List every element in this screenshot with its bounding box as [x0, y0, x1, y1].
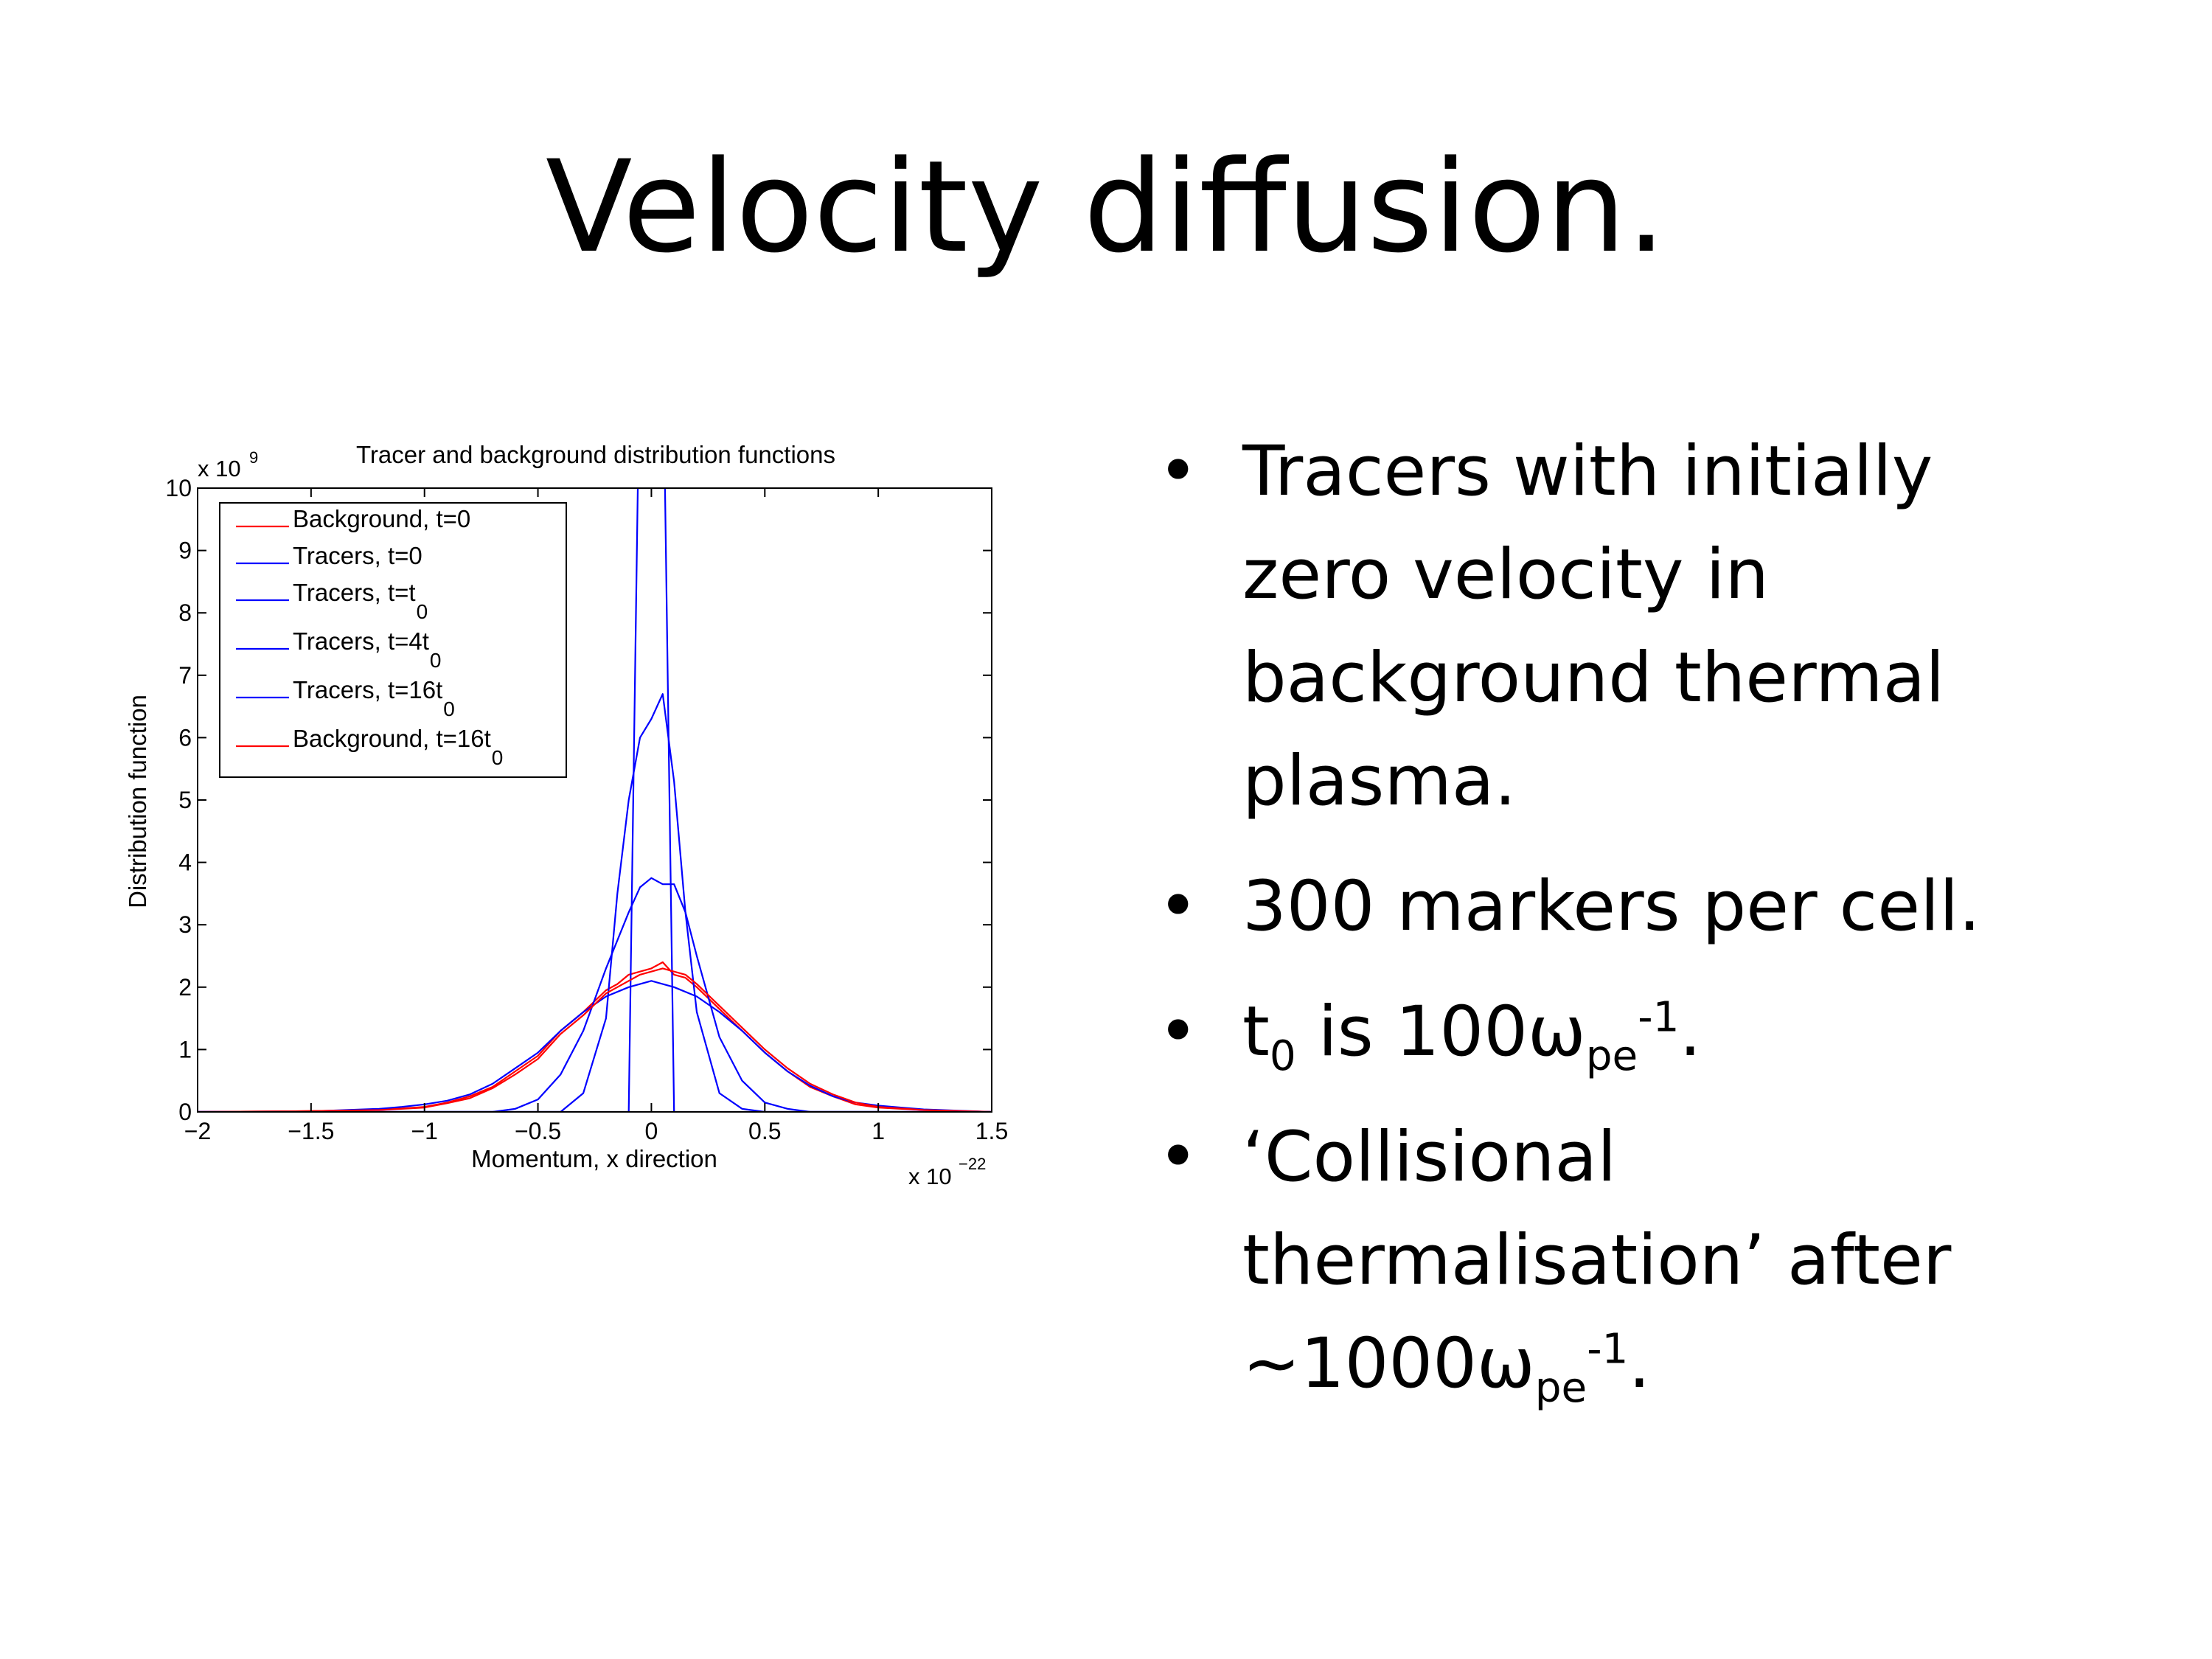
x-tick-label: −1: [411, 1118, 437, 1144]
y-multiplier-exponent: 9: [249, 448, 258, 467]
legend-label-1: Tracers, t=0: [293, 542, 422, 569]
x-tick-label: −1.5: [288, 1118, 334, 1144]
series-group: [198, 488, 992, 1112]
bullet-text: .: [1679, 992, 1702, 1072]
series-line-3: [198, 877, 992, 1112]
y-tick-label: 6: [178, 724, 192, 751]
y-tick-label: 3: [178, 911, 192, 938]
x-multiplier-label: x 10: [908, 1164, 952, 1189]
bullet-text: -1: [1638, 993, 1680, 1042]
y-tick-label: 4: [178, 849, 192, 876]
bullet-item: • 300 markers per cell.: [1158, 855, 2087, 959]
y-tick-label: 10: [165, 475, 192, 501]
y-tick-label: 9: [178, 538, 192, 564]
legend-label-0: Background, t=0: [293, 505, 470, 532]
bullet-dot-icon: •: [1158, 866, 1199, 947]
series-line-1: [198, 488, 992, 1112]
legend-subscript-3: 0: [430, 649, 442, 672]
bullet-item: • t0 is 100ωpe-1.: [1158, 981, 2087, 1084]
bullet-text: is 100ω: [1295, 992, 1586, 1072]
x-tick-label: −0.5: [515, 1118, 561, 1144]
legend-subscript-2: 0: [417, 600, 428, 623]
bullet-text: 300 markers per cell.: [1242, 866, 1981, 947]
y-tick-label: 8: [178, 599, 192, 626]
bullet-list: • Tracers with initially zero velocity in…: [1158, 420, 2087, 1438]
bullet-text: -1: [1587, 1325, 1629, 1374]
bullet-text: Tracers with initially zero velocity in …: [1242, 431, 1945, 821]
x-tick-label: 1.5: [975, 1118, 1008, 1144]
y-tick-label: 7: [178, 662, 192, 689]
plot-area: [198, 488, 992, 1112]
legend-subscript-4: 0: [443, 698, 455, 720]
slide-title: Velocity diffusion.: [545, 133, 1667, 281]
x-tick-label: 0: [645, 1118, 658, 1144]
series-line-0: [198, 961, 992, 1112]
y-axis-label: Distribution function: [124, 695, 151, 908]
legend-label-5: Background, t=16t: [293, 725, 491, 752]
x-axis-label: Momentum, x direction: [471, 1145, 717, 1172]
chart-axes: −2 −1.5 −1 −0.5 0 0.5 1 1.5 0 1 2 3 4 5 6 7 8 9 10 Tracer a…: [124, 441, 1008, 1189]
series-line-5: [198, 967, 992, 1112]
x-tick-label: −2: [184, 1118, 211, 1144]
x-tick-label: 1: [872, 1118, 885, 1144]
y-tick-label: 5: [178, 787, 192, 813]
series-line-2: [198, 693, 992, 1112]
y-tick-label: 2: [178, 974, 192, 1001]
legend-box: [219, 502, 567, 778]
y-tick-label: 1: [178, 1036, 192, 1062]
legend-label-3: Tracers, t=4t: [293, 627, 429, 655]
legend-subscript-5: 0: [492, 746, 504, 769]
series-line-4: [198, 980, 992, 1112]
bullet-text: .: [1628, 1324, 1651, 1404]
bullet-dot-icon: •: [1158, 1117, 1199, 1197]
bullet-dot-icon: •: [1158, 431, 1199, 512]
bullet-text: t: [1242, 992, 1270, 1072]
bullet-text: 0: [1269, 1032, 1296, 1080]
y-multiplier-label: x 10: [198, 456, 241, 481]
y-tick-label: 0: [178, 1099, 192, 1125]
bullet-item: • Tracers with initially zero velocity in…: [1158, 420, 2087, 833]
x-multiplier-exponent: −22: [959, 1155, 986, 1173]
bullet-text: ‘Collisional thermalisation’ after ~1000…: [1242, 1117, 1952, 1404]
x-tick-label: 0.5: [748, 1118, 781, 1144]
bullet-dot-icon: •: [1158, 992, 1199, 1072]
chart-title: Tracer and background distribution funct…: [356, 441, 835, 468]
legend-label-2: Tracers, t=t: [293, 579, 416, 606]
distribution-chart: −2 −1.5 −1 −0.5 0 0.5 1 1.5 0 1 2 3 4 5 6 7 8 9 10 Tracer a…: [124, 441, 1008, 1189]
bullet-item: • ‘Collisional thermalisation’ after ~100…: [1158, 1106, 2087, 1416]
bullet-text: pe: [1534, 1363, 1587, 1412]
bullet-text: pe: [1585, 1032, 1638, 1080]
legend-label-4: Tracers, t=16t: [293, 676, 442, 703]
